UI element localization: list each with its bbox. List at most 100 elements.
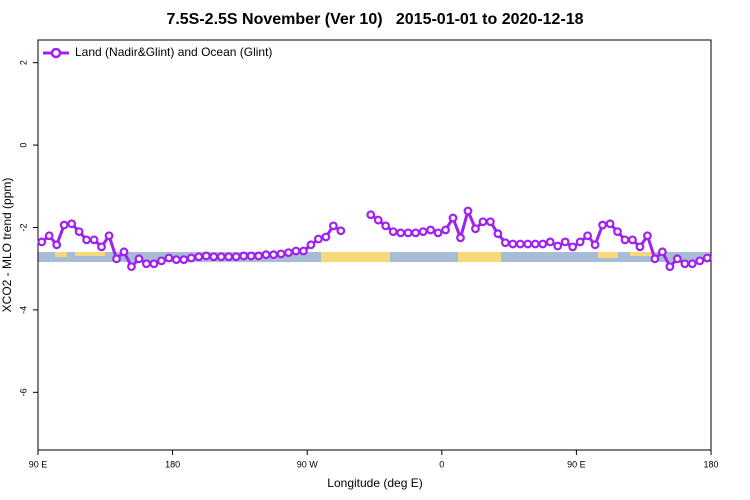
data-point	[156, 256, 166, 266]
data-point	[441, 225, 450, 235]
x-tick-label: 90 E	[29, 459, 48, 469]
x-axis-label: Longitude (deg E)	[327, 476, 422, 490]
data-point	[560, 237, 570, 247]
data-point	[179, 255, 189, 265]
data-point	[396, 228, 406, 238]
data-point	[127, 262, 136, 272]
data-point	[82, 235, 92, 245]
data-point	[508, 239, 518, 249]
x-tick-label: 90 W	[297, 459, 319, 469]
x-tick-label: 90 E	[567, 459, 586, 469]
y-tick-label: 2	[18, 60, 28, 65]
y-tick-label: -6	[18, 388, 28, 396]
data-point	[590, 240, 600, 250]
data-point	[628, 235, 637, 245]
x-tick-label: 180	[703, 459, 718, 469]
data-point	[89, 235, 99, 245]
data-point	[164, 253, 174, 263]
data-point	[328, 221, 338, 231]
data-point	[635, 242, 645, 252]
data-point	[216, 252, 226, 262]
data-point	[314, 234, 323, 244]
data-point	[538, 239, 548, 249]
data-point	[276, 249, 286, 259]
data-point	[515, 239, 525, 249]
data-point	[291, 246, 301, 256]
land-strip	[75, 252, 105, 256]
land-strip	[321, 252, 390, 262]
data-point	[471, 224, 480, 234]
data-point	[598, 220, 607, 230]
y-axis-label: XCO2 - MLO trend (ppm)	[0, 178, 14, 313]
data-point	[373, 215, 383, 225]
data-point	[284, 248, 293, 258]
data-point	[149, 259, 159, 269]
plot-frame	[37, 39, 712, 451]
data-point	[418, 227, 428, 237]
data-point	[687, 259, 697, 269]
data-point	[702, 253, 712, 263]
data-point	[433, 228, 443, 238]
y-tick-label: -2	[18, 223, 28, 231]
data-point	[553, 241, 563, 251]
data-point	[388, 227, 398, 237]
data-point	[112, 254, 121, 264]
data-point	[171, 255, 181, 265]
data-point	[224, 252, 234, 262]
data-point	[493, 229, 503, 239]
data-point	[269, 250, 278, 260]
data-point	[545, 237, 555, 247]
data-point	[261, 250, 271, 260]
data-point	[530, 239, 540, 249]
data-point	[448, 213, 458, 223]
data-point	[246, 251, 256, 261]
data-point	[478, 217, 488, 227]
data-point	[336, 226, 346, 236]
data-point	[239, 251, 249, 261]
land-strip	[630, 252, 655, 256]
data-point	[456, 233, 465, 243]
data-point	[657, 247, 667, 257]
data-point	[411, 228, 421, 238]
data-point	[486, 217, 495, 227]
land-strip	[458, 252, 501, 262]
data-point	[119, 247, 129, 257]
data-point	[575, 237, 585, 247]
data-point	[620, 235, 630, 245]
data-point	[650, 254, 660, 264]
land-strip	[598, 252, 618, 258]
data-point	[142, 259, 151, 269]
data-point	[613, 227, 622, 237]
legend-label: Land (Nadir&Glint) and Ocean (Glint)	[75, 45, 272, 59]
data-point	[321, 232, 331, 242]
x-tick-label: 0	[439, 459, 444, 469]
land-strip	[55, 252, 67, 257]
data-point	[500, 238, 510, 248]
data-point	[680, 259, 690, 269]
data-point	[426, 225, 435, 235]
data-point	[52, 240, 62, 250]
data-point	[201, 251, 211, 261]
data-point	[643, 231, 652, 241]
y-tick-label: 0	[18, 143, 28, 148]
x-tick-label: 180	[165, 459, 180, 469]
data-point	[403, 228, 413, 238]
data-point	[605, 219, 615, 229]
data-point	[366, 210, 376, 220]
data-point	[186, 253, 196, 263]
data-point	[67, 219, 77, 229]
data-point	[568, 242, 578, 252]
data-point	[672, 254, 682, 264]
surface-strip	[38, 252, 711, 262]
y-tick-label: -4	[18, 306, 28, 314]
data-point	[665, 262, 675, 272]
data-point	[74, 227, 84, 237]
data-point	[231, 252, 241, 262]
data-point	[194, 252, 204, 262]
data-point	[306, 240, 316, 250]
data-point	[209, 252, 219, 262]
data-point	[463, 206, 473, 216]
data-point	[523, 239, 533, 249]
data-point	[134, 254, 144, 264]
